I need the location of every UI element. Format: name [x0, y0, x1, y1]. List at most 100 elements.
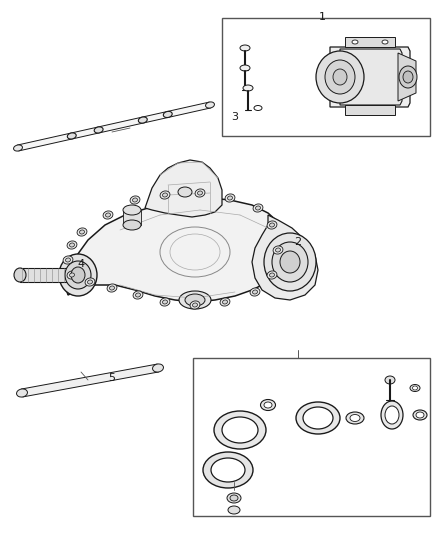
- Ellipse shape: [135, 293, 141, 297]
- Ellipse shape: [110, 286, 114, 290]
- Ellipse shape: [333, 69, 347, 85]
- Ellipse shape: [14, 145, 22, 151]
- Ellipse shape: [138, 117, 147, 123]
- Bar: [222, 18, 430, 136]
- Ellipse shape: [211, 458, 245, 482]
- Ellipse shape: [205, 102, 215, 108]
- Ellipse shape: [14, 268, 26, 282]
- Polygon shape: [21, 364, 159, 397]
- Ellipse shape: [67, 241, 77, 249]
- Ellipse shape: [352, 40, 358, 44]
- Polygon shape: [345, 105, 395, 115]
- Ellipse shape: [17, 389, 28, 397]
- Ellipse shape: [296, 402, 340, 434]
- Ellipse shape: [381, 401, 403, 429]
- Polygon shape: [252, 215, 318, 300]
- Ellipse shape: [385, 376, 395, 384]
- Ellipse shape: [71, 267, 85, 283]
- Ellipse shape: [253, 290, 258, 294]
- Ellipse shape: [223, 300, 227, 304]
- Bar: [193, 358, 430, 516]
- Ellipse shape: [325, 60, 355, 94]
- Ellipse shape: [214, 411, 266, 449]
- Ellipse shape: [67, 133, 76, 139]
- Ellipse shape: [85, 278, 95, 286]
- Ellipse shape: [152, 364, 163, 372]
- Ellipse shape: [240, 65, 250, 71]
- Ellipse shape: [160, 298, 170, 306]
- Ellipse shape: [413, 410, 427, 420]
- Ellipse shape: [413, 386, 417, 390]
- Ellipse shape: [264, 402, 272, 408]
- Ellipse shape: [185, 294, 205, 306]
- Ellipse shape: [243, 85, 253, 91]
- Ellipse shape: [80, 230, 85, 234]
- Ellipse shape: [250, 288, 260, 296]
- Ellipse shape: [195, 189, 205, 197]
- Ellipse shape: [280, 251, 300, 273]
- Polygon shape: [330, 47, 410, 107]
- Ellipse shape: [59, 254, 97, 296]
- Text: 2: 2: [294, 237, 301, 247]
- Ellipse shape: [70, 243, 74, 247]
- Ellipse shape: [94, 127, 103, 133]
- Ellipse shape: [350, 415, 360, 422]
- Ellipse shape: [382, 40, 388, 44]
- Ellipse shape: [267, 271, 277, 279]
- Ellipse shape: [272, 242, 308, 282]
- Ellipse shape: [269, 273, 275, 277]
- Ellipse shape: [264, 233, 316, 291]
- Polygon shape: [65, 198, 288, 302]
- Polygon shape: [340, 49, 402, 105]
- Ellipse shape: [228, 506, 240, 514]
- Text: 4: 4: [78, 259, 85, 269]
- Ellipse shape: [410, 384, 420, 392]
- Bar: [123, 210, 141, 225]
- Ellipse shape: [133, 198, 138, 202]
- Ellipse shape: [403, 71, 413, 83]
- Ellipse shape: [162, 300, 167, 304]
- Ellipse shape: [123, 220, 141, 230]
- Ellipse shape: [316, 51, 364, 103]
- Ellipse shape: [346, 412, 364, 424]
- Ellipse shape: [385, 406, 399, 424]
- Ellipse shape: [193, 303, 198, 307]
- Ellipse shape: [133, 291, 143, 299]
- Ellipse shape: [130, 196, 140, 204]
- Ellipse shape: [63, 256, 73, 264]
- Ellipse shape: [273, 246, 283, 254]
- Ellipse shape: [203, 452, 253, 488]
- Ellipse shape: [107, 284, 117, 292]
- Ellipse shape: [230, 495, 238, 501]
- Ellipse shape: [123, 205, 141, 215]
- Ellipse shape: [267, 221, 277, 229]
- Ellipse shape: [67, 271, 77, 279]
- Polygon shape: [145, 160, 222, 217]
- Ellipse shape: [179, 291, 211, 309]
- Ellipse shape: [190, 301, 200, 309]
- Polygon shape: [18, 102, 211, 151]
- Text: 3: 3: [231, 112, 238, 122]
- Ellipse shape: [399, 66, 417, 88]
- Ellipse shape: [77, 228, 87, 236]
- Ellipse shape: [66, 258, 71, 262]
- Ellipse shape: [222, 417, 258, 443]
- Ellipse shape: [178, 187, 192, 197]
- Ellipse shape: [416, 412, 424, 418]
- Ellipse shape: [303, 407, 333, 429]
- Ellipse shape: [261, 400, 276, 410]
- Ellipse shape: [227, 493, 241, 503]
- Ellipse shape: [225, 194, 235, 202]
- Ellipse shape: [269, 223, 275, 227]
- Ellipse shape: [220, 298, 230, 306]
- Ellipse shape: [70, 273, 74, 277]
- Ellipse shape: [255, 206, 261, 210]
- Ellipse shape: [163, 111, 172, 118]
- Ellipse shape: [160, 191, 170, 199]
- Ellipse shape: [88, 280, 92, 284]
- Ellipse shape: [276, 248, 280, 252]
- Ellipse shape: [198, 191, 202, 195]
- Bar: [20, 268, 78, 282]
- Ellipse shape: [106, 213, 110, 217]
- Text: 5: 5: [108, 374, 115, 383]
